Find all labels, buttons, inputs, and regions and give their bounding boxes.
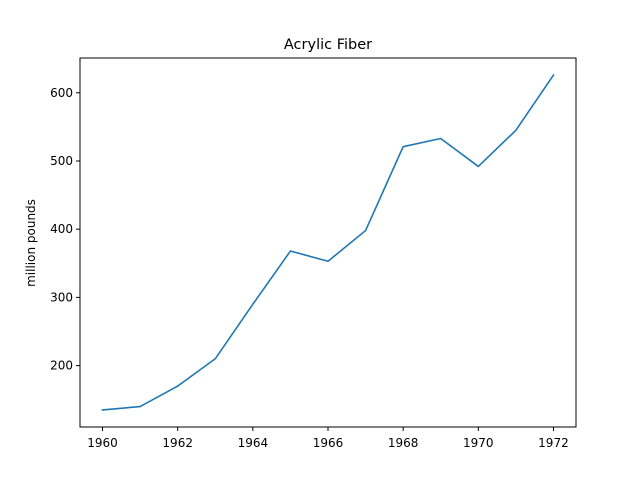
plot-area (101, 73, 555, 411)
y-tick-label: 300 (50, 290, 73, 304)
x-tick-label: 1964 (238, 436, 269, 450)
x-tick-label: 1962 (162, 436, 193, 450)
y-tick-label: 400 (50, 222, 73, 236)
chart-title: Acrylic Fiber (284, 37, 372, 53)
x-tick-label: 1972 (538, 436, 569, 450)
axes-frame (79, 57, 577, 428)
x-tick-label: 1970 (463, 436, 494, 450)
x-axis: 1960 1962 1964 1966 1968 1970 1972 (87, 427, 569, 450)
x-tick-label: 1968 (388, 436, 419, 450)
series-line (101, 73, 555, 411)
y-tick-label: 200 (50, 359, 73, 373)
x-tick-label: 1966 (313, 436, 344, 450)
y-tick-label: 500 (50, 154, 73, 168)
y-tick-label: 600 (50, 86, 73, 100)
x-tick-label: 1960 (87, 436, 118, 450)
y-axis: 200 300 400 500 600 (50, 86, 80, 373)
y-axis-label: million pounds (24, 199, 38, 287)
